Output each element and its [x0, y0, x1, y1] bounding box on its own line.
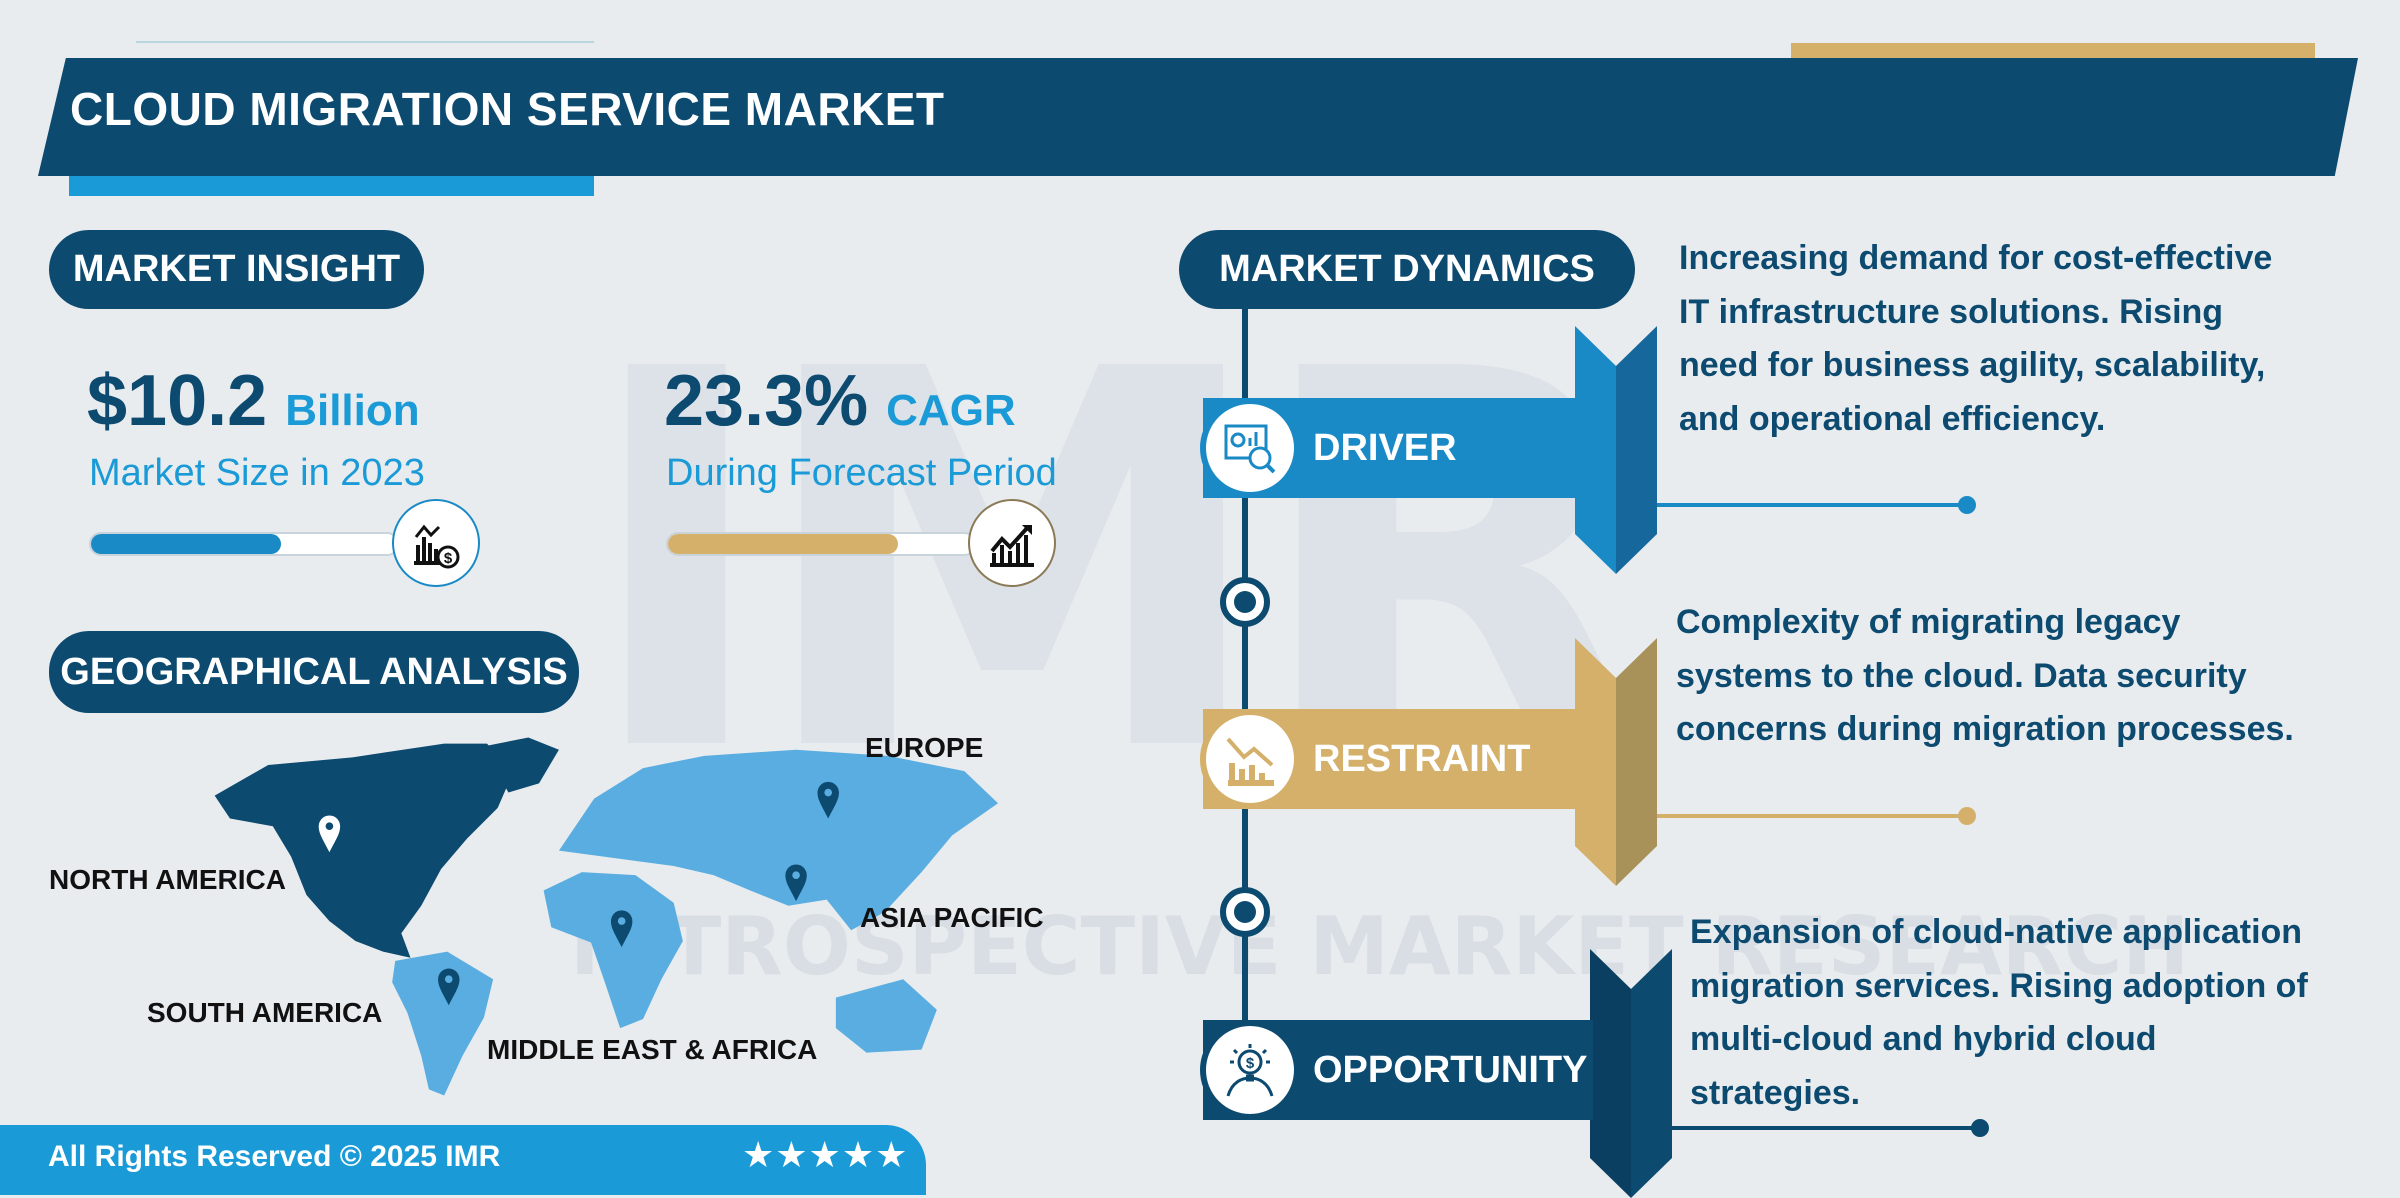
svg-text:$: $ [1246, 1055, 1255, 1072]
label-asia-pacific: ASIA PACIFIC [860, 902, 1044, 933]
market-insight-heading: MARKET INSIGHT [49, 230, 424, 309]
map-pin-icon [817, 781, 839, 819]
timeline-line [1242, 300, 1248, 1060]
chart-dollar-icon: $ [392, 499, 480, 587]
label-europe: EUROPE [865, 732, 984, 763]
driver-label: DRIVER [1313, 426, 1457, 469]
market-size-label: Market Size in 2023 [89, 452, 425, 494]
idea-dollar-icon: $ [1200, 1020, 1300, 1120]
label-north-america: NORTH AMERICA [49, 864, 286, 895]
cagr-bar [666, 532, 976, 556]
map-pin-icon [318, 815, 341, 853]
growth-chart-icon [968, 499, 1056, 587]
declining-chart-icon [1200, 709, 1300, 809]
cagr-value: 23.3% CAGR [664, 361, 1016, 441]
restraint-label: RESTRAINT [1313, 737, 1531, 780]
market-size-value: $10.2 Billion [87, 361, 420, 441]
gold-accent [1791, 43, 2315, 61]
map-africa [543, 872, 683, 1029]
page-title: CLOUD MIGRATION SERVICE MARKET [70, 83, 945, 135]
geographical-analysis-heading: GEOGRAPHICAL ANALYSIS [49, 631, 579, 713]
driver-leader [1657, 496, 1976, 514]
timeline-node [1220, 887, 1270, 937]
blue-accent [69, 176, 594, 196]
svg-text:$: $ [444, 550, 453, 567]
opportunity-chevron [1590, 949, 1672, 1198]
map-australia [835, 979, 937, 1053]
driver-chevron [1575, 326, 1657, 574]
map-south-america [392, 951, 494, 1096]
opportunity-leader [1672, 1119, 1989, 1137]
map-north-america [214, 743, 514, 958]
copyright-text: All Rights Reserved © 2025 IMR [48, 1140, 501, 1173]
map-pin-icon [438, 968, 460, 1006]
opportunity-label: OPPORTUNITY [1313, 1048, 1588, 1091]
rating-stars: ★★★★★ [742, 1134, 909, 1175]
driver-description: Increasing demand for cost-effective IT … [1679, 239, 2273, 438]
restraint-description: Complexity of migrating legacy systems t… [1676, 603, 2294, 748]
timeline-node [1220, 577, 1270, 627]
market-dynamics-heading: MARKET DYNAMICS [1179, 230, 1635, 309]
cagr-label: During Forecast Period [666, 452, 1057, 494]
opportunity-description: Expansion of cloud-native application mi… [1690, 913, 2308, 1112]
market-size-bar [89, 532, 399, 556]
restraint-chevron [1575, 638, 1657, 886]
analytics-icon [1200, 398, 1300, 498]
restraint-leader [1657, 807, 1976, 825]
title-banner [38, 58, 2358, 176]
footer [0, 1125, 926, 1195]
map-eurasia [558, 749, 999, 931]
map-greenland [482, 737, 559, 793]
label-middle-east-africa: MIDDLE EAST & AFRICA [487, 1034, 818, 1065]
label-south-america: SOUTH AMERICA [147, 997, 383, 1028]
map-pin-icon [610, 910, 633, 948]
divider [136, 41, 594, 43]
map-pin-icon [785, 864, 807, 902]
